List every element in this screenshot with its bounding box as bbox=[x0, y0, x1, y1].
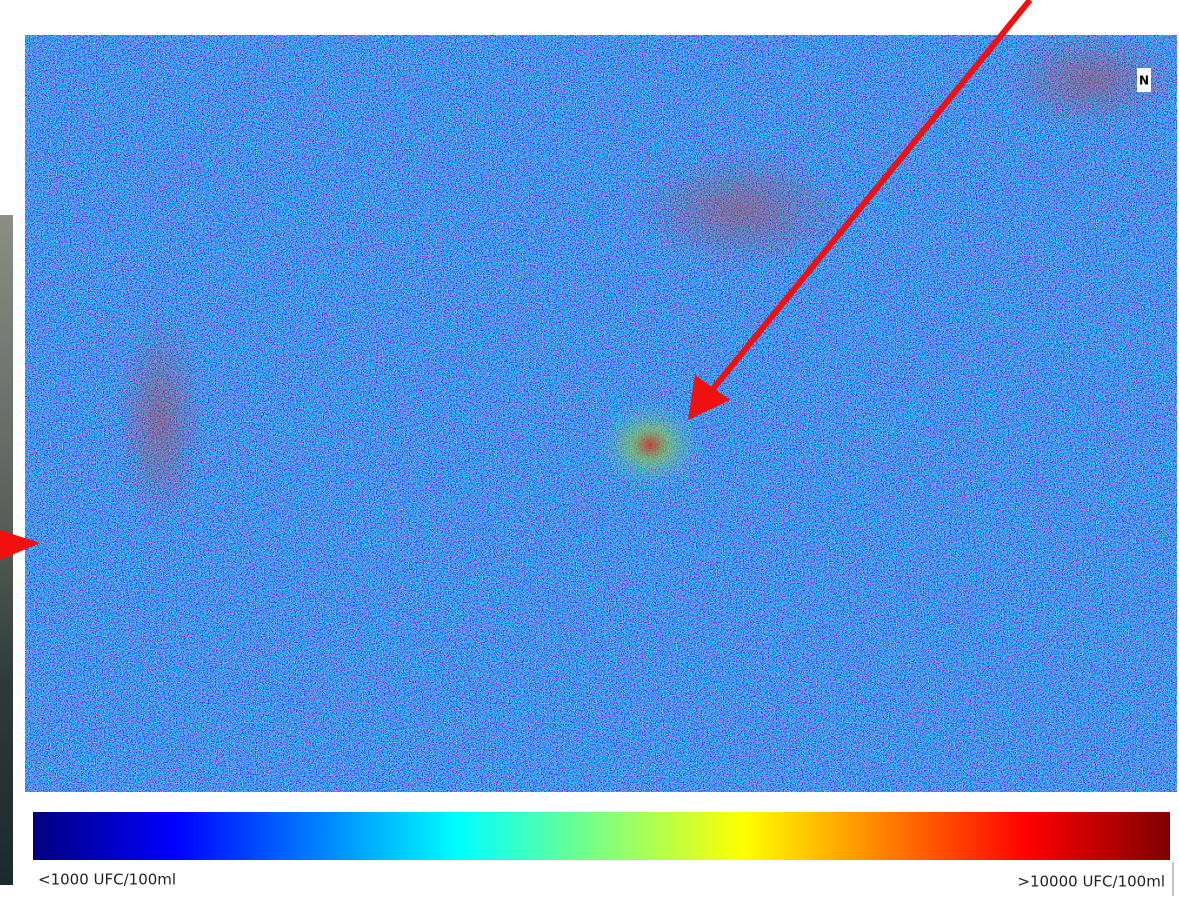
legend-min-label: <1000 UFC/100ml bbox=[38, 871, 176, 889]
hotspot bbox=[595, 400, 705, 490]
warm-zone bbox=[630, 150, 850, 270]
warm-zone bbox=[115, 310, 205, 530]
page: {"north_label": "N", "legend": {"min_lab… bbox=[0, 0, 1179, 900]
warm-zone bbox=[1000, 30, 1179, 130]
concentration-map bbox=[25, 30, 1179, 792]
map-view: N <1000 UFC/100ml >10000 UFC/100ml bbox=[0, 0, 1179, 900]
north-label: N bbox=[1139, 74, 1149, 88]
colorbar bbox=[33, 812, 1170, 860]
legend-max-label: >10000 UFC/100ml bbox=[1017, 873, 1165, 891]
